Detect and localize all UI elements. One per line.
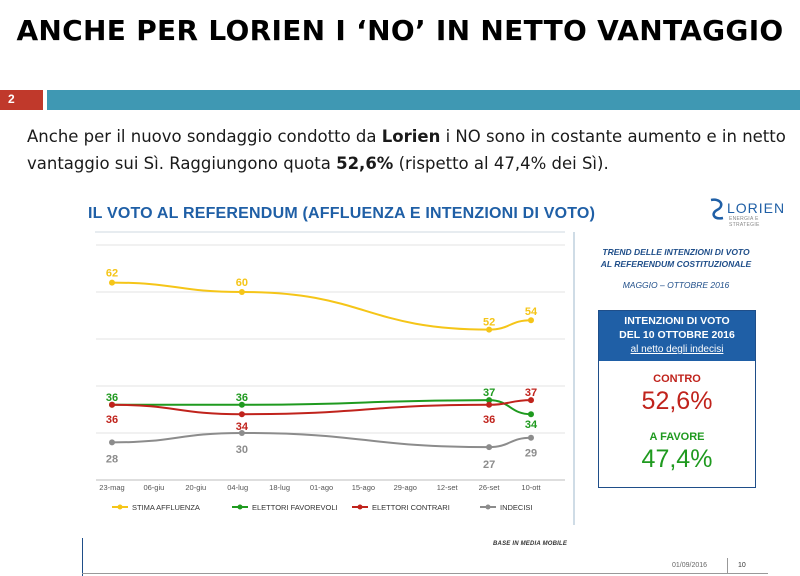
- intro-part-3: (rispetto al 47,4% dei Sì).: [393, 154, 609, 173]
- x-tick-label: 23-mag: [99, 483, 124, 492]
- data-label: 36: [106, 414, 118, 426]
- footer-left-rule: [82, 538, 83, 576]
- slide-title: ANCHE PER LORIEN I ‘NO’ IN NETTO VANTAGG…: [16, 14, 784, 47]
- data-label: 30: [236, 444, 248, 456]
- data-label: 37: [525, 387, 537, 399]
- page-number: 2: [8, 92, 15, 106]
- data-label: 28: [106, 453, 118, 465]
- header-bar: [47, 90, 800, 110]
- intro-value: 52,6%: [336, 154, 394, 173]
- data-point: [109, 279, 115, 286]
- data-label: 37: [483, 387, 495, 399]
- data-point: [109, 439, 115, 446]
- data-point: [238, 430, 245, 436]
- side-period: MAGGIO – OTTOBRE 2016: [622, 280, 730, 290]
- legend-label: STIMA AFFLUENZA: [132, 503, 200, 512]
- x-tick-label: 04-lug: [227, 483, 248, 492]
- data-label: 52: [483, 317, 495, 329]
- x-tick-label: 12-set: [437, 483, 459, 492]
- x-tick-label: 20-giu: [185, 483, 206, 492]
- data-label: 27: [483, 459, 495, 471]
- data-point: [528, 397, 534, 404]
- side-trend-line-1: TREND DELLE INTENZIONI DI VOTO: [602, 247, 750, 257]
- data-point: [238, 411, 245, 418]
- data-point: [109, 401, 115, 408]
- legend-marker: [237, 504, 243, 510]
- data-label: 36: [483, 414, 495, 426]
- lorien-logo-word: LORIEN: [727, 200, 786, 216]
- data-point: [528, 434, 534, 441]
- intro-brand: Lorien: [381, 127, 441, 146]
- intro-text: Anche per il nuovo sondaggio condotto da…: [27, 123, 797, 177]
- data-point: [238, 289, 245, 295]
- side-trend-title: TREND DELLE INTENZIONI DI VOTO AL REFERE…: [588, 246, 764, 270]
- footer-date: 01/09/2016: [672, 562, 708, 569]
- data-label: 34: [236, 421, 249, 433]
- x-tick-label: 06-giu: [143, 483, 164, 492]
- series-line-2: [111, 399, 532, 416]
- x-tick-label: 10-ott: [521, 483, 541, 492]
- contro-value: 52,6%: [641, 387, 713, 415]
- lorien-logo-tagline: ENERGIA E STRATEGIE: [729, 216, 760, 228]
- chart-title: IL VOTO AL REFERENDUM (AFFLUENZA E INTEN…: [88, 205, 596, 222]
- footer-page: 10: [738, 562, 746, 569]
- result-box: INTENZIONI DI VOTO DEL 10 OTTOBRE 2016 a…: [598, 310, 756, 488]
- contro-label: CONTRO: [653, 373, 701, 385]
- series-line-3: [111, 431, 532, 449]
- data-point: [486, 444, 493, 451]
- data-label: 54: [525, 306, 538, 318]
- data-point: [528, 411, 534, 418]
- x-tick-label: 01-ago: [310, 483, 333, 492]
- legend-label: ELETTORI FAVOREVOLI: [252, 503, 338, 512]
- footer-rule: [82, 573, 768, 574]
- footer-base-note: BASE IN MEDIA MOBILE: [493, 541, 568, 547]
- series-line-0: [111, 281, 532, 331]
- favore-value: 47,4%: [641, 445, 713, 473]
- result-box-line-2: DEL 10 OTTOBRE 2016: [619, 329, 735, 341]
- series-line-1: [111, 399, 532, 416]
- result-box-line-1: INTENZIONI DI VOTO: [624, 315, 730, 327]
- data-label: 62: [106, 268, 118, 280]
- data-label: 36: [236, 392, 248, 404]
- legend-marker: [117, 504, 123, 510]
- x-tick-label: 18-lug: [269, 483, 290, 492]
- intro-part-1: Anche per il nuovo sondaggio condotto da: [27, 127, 382, 146]
- data-label: 34: [525, 419, 538, 431]
- data-label: 29: [525, 448, 537, 460]
- data-point: [238, 401, 245, 408]
- footer-separator: [727, 558, 728, 573]
- intro-part-2: i NO sono in costante aumento e in netto…: [27, 127, 786, 173]
- x-tick-label: 29-ago: [394, 483, 417, 492]
- lorien-logo-icon: [710, 198, 724, 220]
- legend-label: ELETTORI CONTRARI: [372, 503, 450, 512]
- x-tick-label: 26-set: [479, 483, 501, 492]
- legend-label: INDECISI: [500, 503, 533, 512]
- data-label: 60: [236, 277, 248, 289]
- result-box-header: INTENZIONI DI VOTO DEL 10 OTTOBRE 2016 a…: [599, 311, 755, 361]
- data-point: [486, 326, 493, 333]
- data-point: [486, 397, 493, 404]
- legend-marker: [357, 504, 363, 510]
- data-point: [486, 401, 493, 408]
- data-label: 36: [106, 392, 118, 404]
- lorien-logo: LORIEN ENERGIA E STRATEGIE: [707, 194, 787, 228]
- favore-label: A FAVORE: [649, 431, 705, 443]
- data-point: [528, 317, 534, 324]
- legend-marker: [485, 504, 491, 510]
- result-box-line-3: al netto degli indecisi: [630, 344, 724, 355]
- page-number-badge: 2: [0, 90, 43, 110]
- side-trend-line-2: AL REFERENDUM COSTITUZIONALE: [600, 259, 752, 269]
- x-tick-label: 15-ago: [352, 483, 375, 492]
